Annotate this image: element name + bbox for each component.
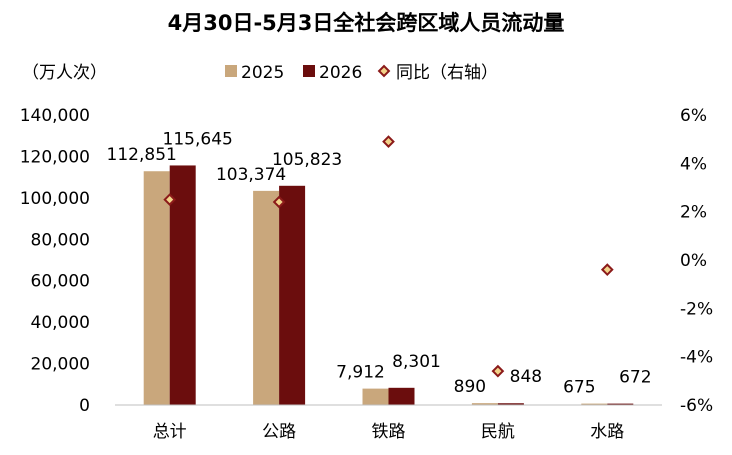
- category-label: 公路: [262, 422, 296, 442]
- bar-2026: [607, 403, 634, 405]
- bar-2025: [362, 388, 389, 405]
- legend-swatch-2025: [225, 65, 237, 77]
- y-tick-label: 100,000: [20, 189, 90, 209]
- y2-tick-label: -4%: [680, 348, 713, 368]
- yoy-markers: [163, 135, 614, 378]
- yoy-marker: [272, 195, 286, 209]
- left-axis-ticks: 0 20,000 40,000 60,000 80,000 100,000 120,000 1…: [20, 106, 90, 416]
- y-axis-unit: （万人次）: [22, 63, 107, 83]
- bar-2025: [471, 403, 498, 405]
- category-label: 水路: [590, 422, 624, 442]
- bar-value-label-2026: 105,823: [272, 150, 342, 170]
- bar-value-label-2026: 115,645: [163, 129, 233, 149]
- category-labels: 总计 公路 铁路 民航 水路: [153, 422, 625, 442]
- y2-tick-label: 6%: [680, 106, 707, 126]
- category-label: 总计: [153, 422, 187, 442]
- bar-2026: [497, 403, 524, 405]
- y-tick-label: 140,000: [20, 106, 90, 126]
- yoy-marker: [163, 193, 177, 206]
- y2-tick-label: -2%: [680, 299, 713, 319]
- bar-2025: [253, 190, 280, 405]
- right-axis-ticks: -6% -4% -2% 0% 2% 4% 6%: [680, 106, 713, 416]
- yoy-marker: [382, 135, 395, 148]
- bar-value-label-2025: 675: [563, 378, 595, 398]
- y-tick-label: 120,000: [20, 147, 90, 167]
- category-label: 民航: [481, 422, 515, 442]
- bar-2026: [388, 387, 415, 405]
- y2-tick-label: 4%: [680, 154, 707, 174]
- legend-label-2026: 2026: [319, 63, 362, 83]
- bar-2025: [581, 403, 608, 405]
- y2-tick-label: 2%: [680, 203, 707, 223]
- y-tick-label: 0: [79, 396, 90, 416]
- y2-tick-label: 0%: [680, 251, 707, 271]
- legend-label-yoy: 同比（右轴）: [396, 63, 498, 83]
- bar-2026: [169, 165, 196, 405]
- bar-value-label-2026: 672: [619, 368, 651, 388]
- legend: 2025 2026 同比（右轴）: [225, 63, 498, 83]
- bar-value-label-2025: 890: [454, 377, 486, 397]
- bar-value-label-2026: 848: [510, 367, 542, 387]
- legend-label-2025: 2025: [241, 63, 284, 83]
- legend-marker-yoy: [377, 64, 391, 78]
- bar-value-label-2025: 112,851: [107, 145, 177, 165]
- chart-title: 4月30日-5月3日全社会跨区域人员流动量: [168, 11, 565, 35]
- bar-value-label-2025: 103,374: [216, 165, 286, 185]
- bar-2025: [143, 171, 170, 405]
- y-tick-label: 80,000: [31, 230, 90, 250]
- y-tick-label: 20,000: [31, 355, 90, 375]
- bar-value-label-2025: 7,912: [336, 363, 385, 383]
- legend-swatch-2026: [303, 65, 315, 77]
- yoy-marker: [600, 263, 614, 277]
- y2-tick-label: -6%: [680, 396, 713, 416]
- y-tick-label: 40,000: [31, 313, 90, 333]
- bar-value-label-2026: 8,301: [392, 352, 441, 372]
- category-label: 铁路: [372, 422, 406, 442]
- yoy-marker: [491, 364, 505, 378]
- bar-2026: [279, 185, 306, 405]
- bar-group: [143, 165, 634, 405]
- y-tick-label: 60,000: [31, 272, 90, 292]
